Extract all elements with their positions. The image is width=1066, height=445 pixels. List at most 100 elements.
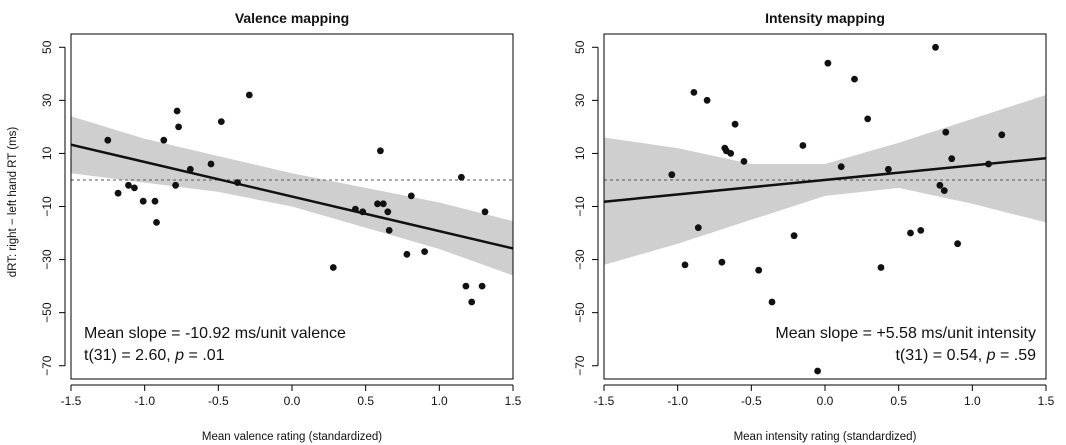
panel-intensity-data-point xyxy=(936,181,944,189)
panel-valence-x-axis-label: Mean valence rating (standardized) xyxy=(202,431,382,443)
panel-valence-data-point xyxy=(384,208,392,216)
panel-valence-x-tick-label: -1.0 xyxy=(134,394,155,408)
panel-valence-annotation-line1: Mean slope = -10.92 ms/unit valence xyxy=(84,325,346,342)
panel-valence-data-point xyxy=(131,184,138,192)
panel-valence-y-tick-label: −10 xyxy=(40,196,54,217)
panel-valence-y-tick-label: 30 xyxy=(40,93,54,107)
panel-intensity-data-point xyxy=(932,43,939,51)
panel-valence-data-point xyxy=(234,179,241,187)
panel-valence: Valence mapping -1.5 -1.0 -0.5 0.0 0.5 1.0 1.5… xyxy=(40,10,522,443)
panel-valence-data-point xyxy=(125,181,132,189)
panel-intensity-data-point xyxy=(731,120,739,128)
panel-intensity-data-point xyxy=(940,187,948,195)
panel-intensity-data-point xyxy=(985,160,992,168)
panel-valence-data-point xyxy=(385,227,393,234)
panel-valence-data-point xyxy=(207,160,215,168)
panel-intensity-data-point xyxy=(998,131,1006,139)
panel-valence-data-point xyxy=(329,264,337,271)
shared-y-axis-label: dRT: right − left hand RT (ms) xyxy=(7,127,19,278)
panel-valence-data-point xyxy=(114,189,122,197)
panel-valence-data-point xyxy=(478,282,486,290)
panel-valence-regression-line xyxy=(70,143,514,250)
panel-valence-x-tick-label: -0.5 xyxy=(208,394,229,408)
panel-valence-data-point xyxy=(245,91,253,99)
panel-valence-y-tick-label: 50 xyxy=(40,40,54,54)
panel-intensity-x-tick-label: -1.5 xyxy=(594,394,615,408)
panel-intensity-data-point xyxy=(694,224,702,232)
panel-valence-data-point xyxy=(481,208,489,216)
panel-intensity-data-point xyxy=(727,150,735,157)
panel-valence-x-tick-label: 0.0 xyxy=(284,394,301,408)
panel-valence-annotation-line2: t(31) = 2.60, p = .01 xyxy=(84,347,225,364)
panel-valence-data-point xyxy=(359,208,367,216)
panel-intensity-data-point xyxy=(703,96,711,104)
panel-intensity-x-tick-label: 0.5 xyxy=(890,394,907,408)
panel-valence-data-point xyxy=(173,107,181,115)
panel-valence-data-point xyxy=(458,173,465,181)
panel-valence-data-point xyxy=(153,219,160,226)
panel-intensity-data-point xyxy=(954,240,961,248)
panel-valence-x-tick-label: -1.5 xyxy=(61,394,82,408)
panel-valence-data-point xyxy=(377,147,384,155)
panel-intensity-data-point xyxy=(837,163,845,171)
panel-intensity-x-axis-label: Mean intensity rating (standardized) xyxy=(734,431,917,443)
panel-intensity-x-tick-label: 0.0 xyxy=(817,394,834,408)
panel-intensity-regression-line xyxy=(603,156,1047,203)
panel-valence-data-point xyxy=(403,250,411,258)
panel-valence-y-tick-label: −30 xyxy=(40,249,54,270)
panel-intensity-data-point xyxy=(681,261,689,269)
panel-intensity-annotation-line2: t(31) = 0.54, p = .59 xyxy=(895,347,1036,364)
panel-valence-data-point xyxy=(175,123,183,131)
panel-intensity-data-point xyxy=(668,171,676,179)
panel-valence-x-tick-label: 1.0 xyxy=(431,394,448,408)
panel-valence-plot-border xyxy=(70,33,514,380)
panel-valence-data-point xyxy=(160,136,168,144)
panel-intensity-title: Intensity mapping xyxy=(765,10,885,26)
panel-intensity-data-point xyxy=(755,266,763,274)
panel-intensity-data-point xyxy=(864,115,872,123)
panel-valence-data-point xyxy=(217,118,225,125)
panel-valence-data-point xyxy=(468,298,476,306)
panel-valence-data-point xyxy=(421,248,428,256)
panel-intensity-x-tick-label: -0.5 xyxy=(741,394,762,408)
panel-valence-x-tick-label: 0.5 xyxy=(357,394,374,408)
panel-intensity-plot-border xyxy=(603,33,1047,380)
panel-intensity-y-tick-label: −30 xyxy=(573,249,587,270)
panel-valence-data-point xyxy=(379,200,387,208)
panel-intensity-y-tick-label: 50 xyxy=(573,40,587,54)
panel-valence-x-tick-label: 1.5 xyxy=(505,394,522,408)
panel-intensity-x-tick-label: 1.0 xyxy=(964,394,981,408)
panel-valence-data-point xyxy=(186,165,194,173)
panel-intensity-y-tick-label: −50 xyxy=(573,302,587,323)
panel-intensity-data-point xyxy=(718,258,726,266)
panel-intensity-data-point xyxy=(885,165,892,173)
panel-valence-data-point xyxy=(407,192,415,200)
panel-valence-y-tick-label: −70 xyxy=(40,355,54,376)
panel-valence-data-point xyxy=(104,136,112,144)
panel-valence-data-point xyxy=(352,205,359,213)
panel-valence-y-tick-label: −50 xyxy=(40,302,54,323)
panel-intensity-data-point xyxy=(948,155,956,163)
panel-intensity-data-point xyxy=(942,128,950,136)
panel-intensity-data-point xyxy=(907,229,914,237)
panel-intensity-y-tick-label: 30 xyxy=(573,93,587,107)
panel-valence-data-point xyxy=(374,200,381,208)
panel-valence-data-point xyxy=(151,197,159,205)
panel-intensity-x-tick-label: -1.0 xyxy=(667,394,688,408)
panel-intensity-y-tick-label: −70 xyxy=(573,355,587,376)
panel-intensity-annotation-line1: Mean slope = +5.58 ms/unit intensity xyxy=(775,325,1036,342)
panel-intensity-data-point xyxy=(740,158,748,165)
panel-intensity-data-point xyxy=(877,264,885,271)
panel-intensity-data-point xyxy=(851,75,858,83)
panel-valence-y-tick-label: 10 xyxy=(40,146,54,160)
panel-intensity-data-point xyxy=(799,142,807,149)
panel-intensity-data-point xyxy=(768,298,776,306)
panel-intensity: Intensity mapping -1.5 -1.0 -0.5 0.0 0.5 1.0 1… xyxy=(573,10,1055,443)
panel-valence-data-point xyxy=(139,197,147,205)
panel-valence-data-point xyxy=(172,181,180,189)
panel-intensity-x-tick-label: 1.5 xyxy=(1038,394,1055,408)
panel-intensity-data-point xyxy=(917,227,925,234)
panel-intensity-data-point xyxy=(814,367,821,375)
panel-intensity-y-tick-label: −10 xyxy=(573,196,587,217)
